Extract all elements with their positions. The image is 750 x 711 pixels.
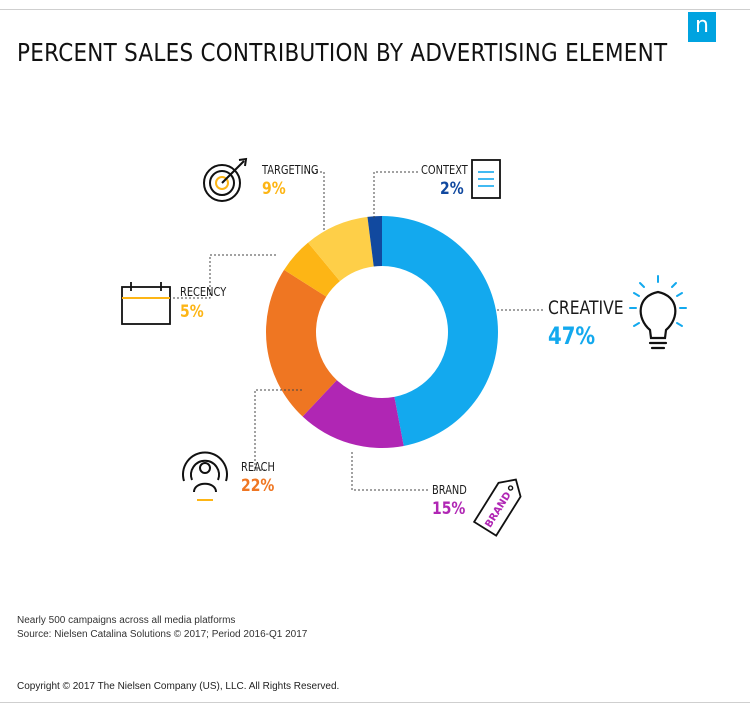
slice-context xyxy=(367,216,382,267)
lightbulb-icon xyxy=(629,275,687,350)
context-label: CONTEXT xyxy=(421,163,468,177)
targeting-value: 9% xyxy=(262,179,286,199)
brand-value: 15% xyxy=(432,499,466,519)
creative-label: CREATIVE xyxy=(548,297,624,319)
footnote-campaigns: Nearly 500 campaigns across all media pl… xyxy=(17,615,236,626)
creative-value: 47% xyxy=(548,322,596,350)
donut-slices xyxy=(266,216,498,448)
target-icon xyxy=(203,157,248,202)
recency-label: RECENCY xyxy=(180,285,227,299)
leader-targeting xyxy=(302,171,325,230)
slice-reach xyxy=(266,269,337,417)
leader-reach xyxy=(254,389,302,471)
nielsen-logo: n xyxy=(688,12,716,42)
reach-label: REACH xyxy=(241,460,275,474)
leader-recency xyxy=(172,254,276,299)
brand-tag-icon: BRAND xyxy=(472,478,522,537)
recency-value: 5% xyxy=(180,302,204,322)
leader-brand xyxy=(351,452,428,491)
brand-label: BRAND xyxy=(432,483,467,497)
slice-creative xyxy=(382,216,498,446)
reach-broadcast-icon xyxy=(182,451,228,501)
targeting-label: TARGETING xyxy=(262,163,319,177)
bottom-divider xyxy=(0,702,750,703)
top-divider xyxy=(0,9,750,10)
leader-context xyxy=(373,171,420,218)
copyright: Copyright © 2017 The Nielsen Company (US… xyxy=(17,681,340,692)
slice-brand xyxy=(302,380,404,448)
leader-lines xyxy=(172,171,545,491)
slice-targeting xyxy=(308,216,374,282)
slice-recency xyxy=(284,242,340,297)
page-title: PERCENT SALES CONTRIBUTION BY ADVERTISIN… xyxy=(17,38,668,67)
calendar-icon xyxy=(121,282,171,325)
reach-value: 22% xyxy=(241,476,275,496)
footnote-source: Source: Nielsen Catalina Solutions © 201… xyxy=(17,629,308,640)
context-value: 2% xyxy=(440,179,464,199)
document-icon xyxy=(471,159,501,199)
